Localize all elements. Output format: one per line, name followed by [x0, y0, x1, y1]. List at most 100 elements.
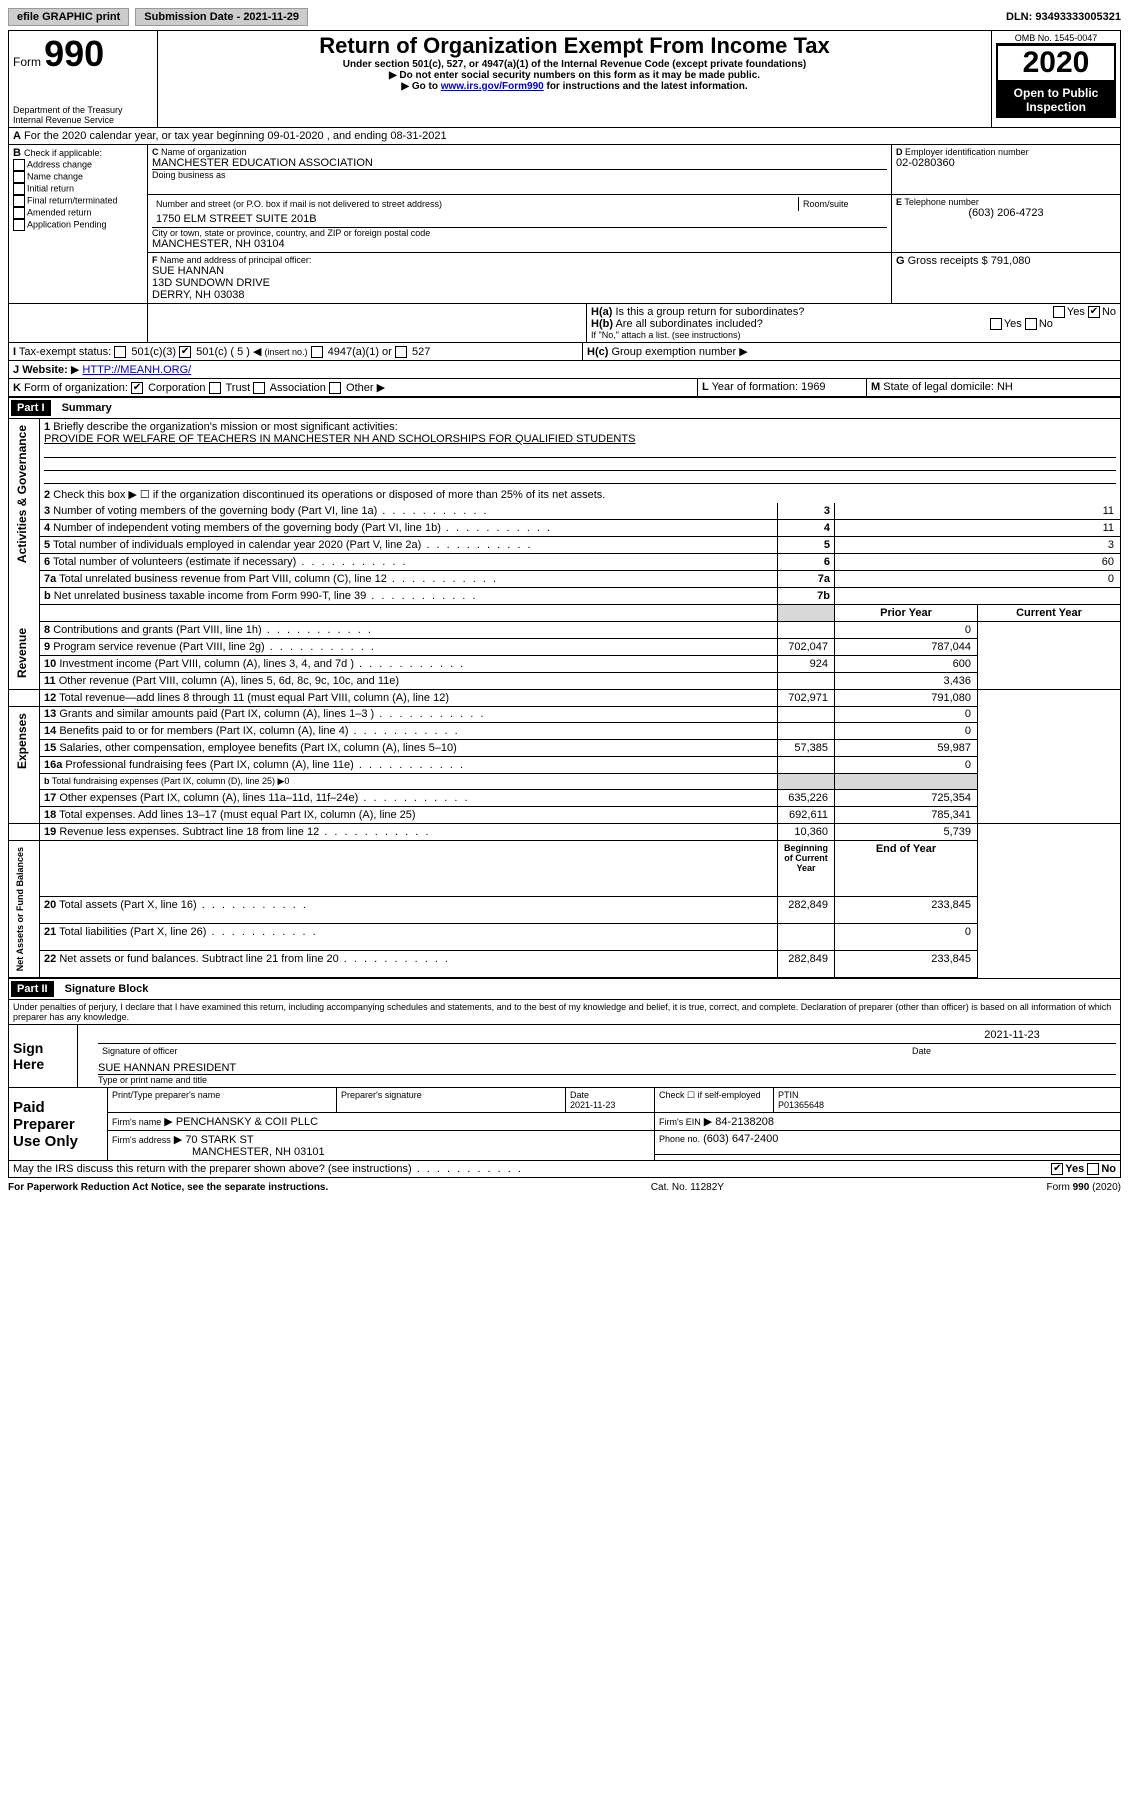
omb-label: OMB No. 1545-0047: [996, 33, 1116, 44]
i-opt-1: 501(c) ( 5 ): [196, 346, 250, 358]
firm-addr-label: Firm's address: [112, 1135, 171, 1145]
gross-receipts: 791,080: [991, 255, 1031, 267]
i-4947[interactable]: [311, 346, 323, 358]
gov-row-7a: 7a Total unrelated business revenue from…: [9, 571, 1121, 588]
col-headers-1: Prior YearCurrent Year: [9, 605, 1121, 622]
firm-ein: 84-2138208: [715, 1116, 774, 1128]
rev-row-8: 8 Contributions and grants (Part VIII, l…: [9, 622, 1121, 639]
exp-row-16b: b Total fundraising expenses (Part IX, c…: [9, 774, 1121, 790]
submission-date-button[interactable]: Submission Date - 2021-11-29: [135, 8, 308, 26]
l-label: Year of formation:: [712, 381, 798, 393]
form-title: Return of Organization Exempt From Incom…: [162, 33, 987, 59]
k-corp[interactable]: [131, 382, 143, 394]
b-opt-2: Initial return: [27, 183, 74, 193]
form-header: Form 990 Department of the Treasury Inte…: [8, 30, 1121, 128]
col-headers-2: Net Assets or Fund Balances Beginning of…: [9, 841, 1121, 897]
g-label: Gross receipts $: [908, 255, 988, 267]
discuss-no[interactable]: [1087, 1163, 1099, 1175]
gov-row-3: 3 Number of voting members of the govern…: [9, 503, 1121, 520]
footer-mid: Cat. No. 11282Y: [651, 1182, 724, 1193]
exp-row-17: 17 Other expenses (Part IX, column (A), …: [9, 790, 1121, 807]
officer-sig-name: SUE HANNAN PRESIDENT: [98, 1062, 1116, 1075]
rev-row-9: 9 Program service revenue (Part VIII, li…: [9, 638, 1121, 655]
irs-link[interactable]: www.irs.gov/Form990: [441, 81, 544, 92]
ha-yes[interactable]: [1053, 306, 1065, 318]
b-opt-4: Amended return: [27, 207, 92, 217]
exp-row-13: 13 Grants and similar amounts paid (Part…: [9, 706, 1121, 723]
d-label: Employer identification number: [905, 147, 1029, 157]
m-label: State of legal domicile:: [883, 381, 994, 393]
i-opt-0: 501(c)(3): [131, 346, 176, 358]
i-527[interactable]: [395, 346, 407, 358]
k-trust[interactable]: [209, 382, 221, 394]
tax-year-line: For the 2020 calendar year, or tax year …: [24, 130, 447, 142]
ptin: P01365648: [778, 1100, 824, 1110]
firm-name: PENCHANSKY & COII PLLC: [176, 1116, 318, 1128]
efile-button[interactable]: efile GRAPHIC print: [8, 8, 129, 26]
vlabel-rev: Revenue: [13, 624, 31, 682]
sig-officer-label: Signature of officer: [98, 1044, 908, 1059]
prep-phone: (603) 647-2400: [703, 1133, 778, 1145]
rev-row-10: 10 Investment income (Part VIII, column …: [9, 655, 1121, 672]
hb-no[interactable]: [1025, 318, 1037, 330]
k-other[interactable]: [329, 382, 341, 394]
vlabel-net: Net Assets or Fund Balances: [13, 843, 27, 975]
officer-sig-name-label: Type or print name and title: [98, 1075, 1116, 1085]
preparer-label: Paid Preparer Use Only: [13, 1099, 78, 1150]
checkbox-initial-return[interactable]: [13, 183, 25, 195]
ha-label: Is this a group return for subordinates?: [615, 306, 804, 318]
dln-label: DLN: 93493333005321: [1006, 11, 1121, 23]
line1-text: PROVIDE FOR WELFARE OF TEACHERS IN MANCH…: [44, 433, 635, 445]
hb-yes[interactable]: [990, 318, 1002, 330]
checkbox-address-change[interactable]: [13, 159, 25, 171]
dept-label: Department of the Treasury: [13, 105, 153, 115]
k-label: Form of organization:: [24, 382, 128, 394]
rev-row-11: 11 Other revenue (Part VIII, column (A),…: [9, 672, 1121, 689]
vlabel-exp: Expenses: [13, 709, 31, 773]
state-domicile: NH: [997, 381, 1013, 393]
exp-row-14: 14 Benefits paid to or for members (Part…: [9, 723, 1121, 740]
hb-note: If "No," attach a list. (see instruction…: [591, 330, 1116, 340]
firm-name-label: Firm's name: [112, 1117, 161, 1127]
officer-addr2: DERRY, NH 03038: [152, 289, 887, 301]
ha-no[interactable]: [1088, 306, 1100, 318]
b-opt-5: Application Pending: [27, 219, 107, 229]
b-opt-3: Final return/terminated: [27, 195, 118, 205]
year-box: 2020: [996, 44, 1116, 82]
line2: Check this box ▶ ☐ if the organization d…: [53, 489, 605, 501]
checkbox-name-change[interactable]: [13, 171, 25, 183]
b-label: Check if applicable:: [24, 148, 102, 158]
form-subtitle1: Under section 501(c), 527, or 4947(a)(1)…: [162, 59, 987, 70]
street: 1750 ELM STREET SUITE 201B: [152, 211, 887, 227]
exp-row-15: 15 Salaries, other compensation, employe…: [9, 740, 1121, 757]
gov-row-5: 5 Total number of individuals employed i…: [9, 537, 1121, 554]
prep-date-label: Date: [570, 1090, 589, 1100]
b-opt-0: Address change: [27, 159, 92, 169]
phone: (603) 206-4723: [896, 207, 1116, 219]
org-name: MANCHESTER EDUCATION ASSOCIATION: [152, 157, 887, 169]
website-link[interactable]: HTTP://MEANH.ORG/: [82, 364, 191, 376]
declaration: Under penalties of perjury, I declare th…: [8, 1000, 1121, 1025]
k-opt-0: Corporation: [148, 382, 205, 394]
discuss-label: May the IRS discuss this return with the…: [13, 1163, 523, 1175]
i-501c3[interactable]: [114, 346, 126, 358]
firm-addr1: 70 STARK ST: [185, 1134, 253, 1146]
discuss-yes[interactable]: [1051, 1163, 1063, 1175]
i-opt-3: 4947(a)(1) or: [328, 346, 392, 358]
net-row-21: 21 Total liabilities (Part X, line 26)0: [9, 924, 1121, 951]
open-inspection: Open to Public Inspection: [996, 82, 1116, 118]
officer-addr1: 13D SUNDOWN DRIVE: [152, 277, 887, 289]
checkbox-amended[interactable]: [13, 207, 25, 219]
k-assoc[interactable]: [253, 382, 265, 394]
checkbox-pending[interactable]: [13, 219, 25, 231]
discuss-yes-label: Yes: [1065, 1163, 1084, 1175]
exp-row-16a: 16a Professional fundraising fees (Part …: [9, 757, 1121, 774]
i-501c[interactable]: [179, 346, 191, 358]
checkbox-final-return[interactable]: [13, 195, 25, 207]
dba-label: Doing business as: [152, 169, 887, 180]
part1-header: Part I: [11, 400, 51, 416]
i-label: Tax-exempt status:: [19, 346, 111, 358]
e-label: Telephone number: [904, 197, 979, 207]
year-formation: 1969: [801, 381, 825, 393]
prep-selfemp: Check ☐ if self-employed: [655, 1088, 774, 1113]
